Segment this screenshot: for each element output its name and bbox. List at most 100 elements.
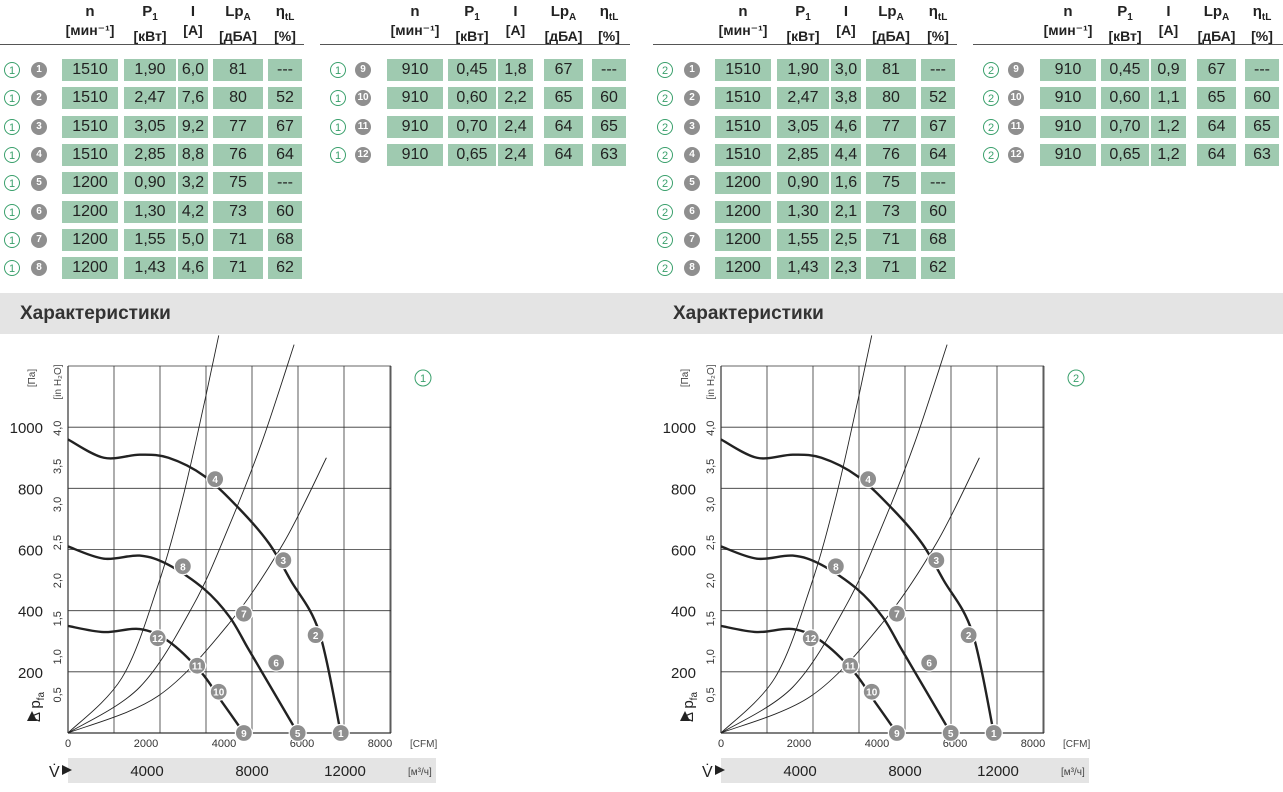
operating-point-label: 3 (934, 556, 940, 567)
cell-p1: 0,70 (448, 115, 496, 138)
cell-n: 910 (387, 115, 443, 138)
table-row: 2 8 1200 1,43 2,3 71 62 (653, 257, 1283, 280)
x-tick-label-cfm: 4000 (212, 738, 236, 750)
cell-lpa: 71 (213, 228, 263, 251)
cell-p1: 1,30 (777, 200, 829, 223)
cell-i: 4,4 (831, 143, 861, 166)
column-header-unit: [дБА] (1197, 28, 1236, 44)
cell-n: 1510 (715, 115, 771, 138)
operating-point-label: 9 (894, 729, 900, 740)
cell-i: 1,2 (1151, 143, 1186, 166)
operating-point-marker (188, 656, 207, 675)
cell-eta: 67 (268, 115, 302, 138)
column-header-unit: [мин⁻¹] (1043, 22, 1093, 38)
cell-lpa: 64 (1197, 143, 1236, 166)
table-row: 1 1 1510 1,90 6,0 81 --- (0, 59, 630, 81)
cell-p1: 1,55 (777, 228, 829, 251)
cell-eta: 63 (592, 143, 626, 166)
y-axis-arrow-icon (27, 711, 37, 721)
operating-point-label: 3 (281, 556, 287, 567)
x-tick-label-m3h: 8000 (235, 763, 268, 780)
operating-point-marker (148, 629, 167, 648)
column-header-2: I [А] (486, 2, 546, 40)
column-header-name: P (142, 3, 153, 20)
x-axis-arrow-icon (715, 765, 725, 775)
column-header-name: Lp (225, 3, 244, 20)
motor-symbol-icon: 2 (657, 146, 673, 163)
cell-p1: 1,90 (124, 59, 176, 81)
column-header-unit: [А] (836, 22, 856, 38)
motor-symbol-icon: 1 (330, 90, 346, 107)
motor-symbol-icon: 1 (4, 62, 20, 78)
table-row: 1 4 1510 2,85 8,8 76 64 (0, 143, 630, 166)
cell-lpa: 75 (213, 172, 263, 195)
cell-eta: 60 (921, 200, 955, 223)
operating-point-marker (887, 604, 906, 623)
operating-point-icon: 9 (355, 62, 371, 78)
cell-lpa: 76 (866, 143, 916, 166)
column-header-0: n [мин⁻¹] (385, 2, 445, 40)
column-header-subscript: A (243, 12, 251, 23)
column-header-name: n (410, 3, 420, 20)
y-tick-label-pa: 800 (18, 481, 43, 498)
y-tick-label-inh2o: 1,0 (705, 649, 717, 664)
cell-eta: 64 (921, 143, 955, 166)
operating-point-label: 9 (241, 729, 247, 740)
column-header-subscript: tL (1261, 12, 1272, 23)
operating-point-icon: 7 (684, 231, 700, 248)
operating-point-icon: 4 (31, 146, 47, 163)
y-tick-label-pa: 1000 (663, 420, 696, 437)
column-header-1: P1 [кВт] (773, 2, 833, 46)
y-tick-label-pa: 600 (671, 543, 696, 560)
x-axis-label: V̇ (49, 763, 60, 781)
column-header-unit: [А] (183, 22, 203, 38)
x-tick-label-m3h: 12000 (324, 763, 366, 780)
column-header-subscript: 1 (805, 12, 811, 23)
y-unit-pa: [Па] (680, 369, 691, 388)
column-header-subscript: tL (937, 12, 948, 23)
operating-point-label: 11 (192, 662, 203, 673)
column-header-unit: [%] (274, 28, 296, 44)
operating-point-marker (173, 557, 192, 576)
column-header-2: I [А] (163, 2, 223, 40)
cell-lpa: 71 (213, 257, 263, 280)
x-unit-cfm: [CFM] (1063, 739, 1090, 750)
column-header-1: P1 [кВт] (120, 2, 180, 46)
cell-eta: 65 (1245, 115, 1279, 138)
motor-symbol-icon: 1 (4, 231, 20, 248)
table-row: 2 11 910 0,70 1,2 64 65 (653, 115, 1283, 138)
header-rule (320, 44, 630, 45)
system-curve-2 (720, 344, 948, 734)
cell-i: 2,2 (498, 87, 533, 110)
operating-point-icon: 10 (355, 90, 371, 107)
cell-i: 3,8 (831, 87, 861, 110)
cell-eta: 60 (592, 87, 626, 110)
operating-point-icon: 12 (355, 146, 371, 163)
cell-lpa: 76 (213, 143, 263, 166)
fan-curve-2 (67, 545, 299, 734)
motor-symbol-icon: 2 (983, 62, 999, 78)
y-tick-label-inh2o: 0,5 (52, 687, 64, 702)
column-header-unit: [А] (505, 22, 526, 38)
cell-n: 910 (387, 143, 443, 166)
column-header-name: η (1252, 3, 1262, 20)
y-tick-label-inh2o: 3,5 (705, 459, 717, 474)
column-header-3: LpA [дБА] (534, 2, 594, 46)
cell-p1: 2,47 (777, 87, 829, 110)
motor-symbol-icon: 1 (4, 118, 20, 135)
x-tick-label-cfm: 2000 (134, 738, 158, 750)
table-row: 1 9 910 0,45 1,8 67 --- (0, 59, 630, 81)
operating-point-icon: 11 (1008, 118, 1024, 135)
cell-p1: 1,43 (124, 257, 176, 280)
column-header-2: I [А] (816, 2, 876, 40)
motor-symbol-icon: 1 (4, 260, 20, 277)
cell-eta: 64 (268, 143, 302, 166)
table-row: 1 3 1510 3,05 9,2 77 67 (0, 115, 630, 138)
column-header-3: LpA [дБА] (1187, 2, 1247, 46)
operating-point-marker (862, 682, 881, 701)
x-unit-m3h: [м³/ч] (408, 767, 432, 778)
y-tick-label-inh2o: 2,5 (52, 535, 64, 550)
panel-symbol-label: 1 (420, 373, 426, 385)
column-header-4: ηtL [%] (908, 2, 968, 46)
operating-point-label: 7 (241, 610, 247, 621)
